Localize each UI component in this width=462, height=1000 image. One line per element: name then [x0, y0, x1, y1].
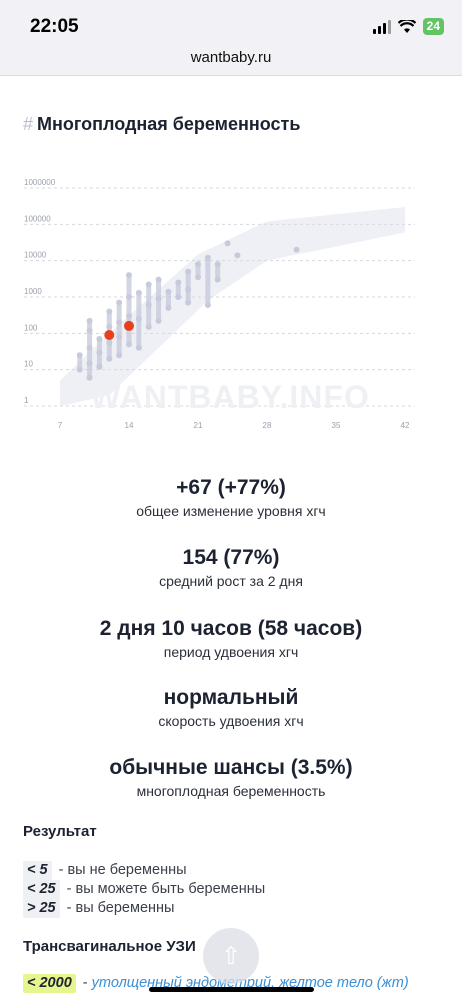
status-time: 22:05	[30, 16, 79, 37]
result-list: < 5 - вы не беременны < 25 - вы можете б…	[23, 861, 265, 918]
y-tick-label: 10000	[24, 251, 47, 260]
stat-multiple-pregnancy: обычные шансы (3.5%) многоплодная береме…	[0, 756, 462, 799]
x-tick-label: 14	[125, 421, 134, 430]
ultrasound-title: Трансвагинальное УЗИ	[23, 938, 196, 955]
battery-icon: 24	[422, 18, 444, 35]
stat-average-growth: 154 (77%) средний рост за 2 дня	[0, 546, 462, 589]
list-item-text: - вы не беременны	[54, 862, 187, 878]
title-hash: #	[23, 114, 34, 134]
reference-range-bar	[146, 284, 152, 327]
y-tick-label: 100000	[24, 214, 51, 223]
reference-range-bar	[126, 275, 132, 345]
reference-point	[224, 240, 231, 247]
list-item: < 5 - вы не беременны	[23, 861, 265, 880]
reference-range-bar	[195, 264, 201, 278]
chart-watermark: WANTBABY.INFO	[90, 379, 370, 415]
stat-value: обычные шансы (3.5%)	[109, 756, 353, 779]
home-indicator	[149, 987, 314, 992]
stat-doubling-rate: нормальный скорость удвоения хгч	[0, 686, 462, 729]
y-tick-label: 100	[24, 323, 38, 332]
y-tick-label: 1000	[24, 287, 42, 296]
page-title: # Многоплодная беременность	[23, 114, 300, 135]
status-bar: 22:05 24	[0, 0, 462, 48]
list-item-dash: -	[78, 975, 92, 991]
stat-label: средний рост за 2 дня	[159, 573, 303, 589]
y-tick-label: 1000000	[24, 178, 56, 187]
threshold-badge: > 25	[23, 899, 60, 918]
threshold-badge: < 2000	[23, 974, 76, 993]
y-tick-label: 1	[24, 396, 29, 405]
x-tick-label: 42	[401, 421, 410, 430]
reference-range-bar	[156, 279, 162, 321]
cellular-signal-icon	[372, 19, 391, 34]
list-item-text: - вы беременны	[62, 900, 175, 916]
reference-point	[234, 252, 241, 259]
title-text: Многоплодная беременность	[37, 114, 301, 134]
reference-point	[293, 246, 300, 253]
stat-doubling-period: 2 дня 10 часов (58 часов) период удвоени…	[0, 617, 462, 660]
stat-total-change: +67 (+77%) общее изменение уровня хгч	[0, 476, 462, 519]
y-tick-label: 10	[24, 360, 33, 369]
stat-label: общее изменение уровня хгч	[136, 503, 326, 519]
stat-value: 2 дня 10 часов (58 часов)	[99, 617, 363, 640]
list-item: > 25 - вы беременны	[23, 899, 265, 918]
list-item-text: - вы можете быть беременны	[62, 881, 266, 897]
x-tick-label: 28	[263, 421, 272, 430]
threshold-badge: < 5	[23, 861, 52, 880]
user-point	[124, 320, 134, 331]
stat-value: +67 (+77%)	[176, 476, 286, 499]
x-tick-label: 21	[194, 421, 203, 430]
list-item: < 25 - вы можете быть беременны	[23, 880, 265, 899]
user-point	[104, 329, 115, 340]
reference-range-bar	[136, 292, 142, 348]
reference-range-bar	[205, 257, 211, 306]
wifi-icon	[397, 19, 416, 33]
x-tick-label: 35	[332, 421, 341, 430]
arrow-up-icon: ⇧	[220, 942, 242, 970]
x-tick-label: 7	[58, 421, 63, 430]
stat-value: нормальный	[163, 686, 299, 709]
reference-range-bar	[185, 271, 191, 303]
status-icons: 24	[372, 18, 444, 35]
scroll-top-button[interactable]: ⇧	[203, 928, 259, 984]
stat-label: период удвоения хгч	[163, 644, 299, 660]
address-bar[interactable]: wantbaby.ru	[0, 48, 462, 76]
reference-range-bar	[77, 355, 83, 370]
reference-range-bar	[165, 291, 171, 308]
stat-label: скорость удвоения хгч	[158, 713, 304, 729]
chart-user-layer	[104, 320, 134, 340]
threshold-badge: < 25	[23, 880, 60, 899]
reference-range-bar	[87, 320, 93, 378]
reference-range-bar	[215, 264, 221, 280]
stat-label: многоплодная беременность	[136, 783, 326, 799]
chart-band-layer	[60, 206, 405, 406]
chart-grid-layer: 1000000 100000 10000 1000 100 10 1 7 14 21 28 35 42	[24, 178, 415, 430]
reference-band	[60, 206, 405, 406]
reference-range-bar	[116, 302, 122, 356]
reference-range-bar	[175, 282, 181, 297]
reference-range-bar	[96, 338, 102, 367]
url-text: wantbaby.ru	[190, 49, 272, 66]
result-title: Результат	[23, 823, 97, 840]
stat-value: 154 (77%)	[182, 546, 280, 569]
